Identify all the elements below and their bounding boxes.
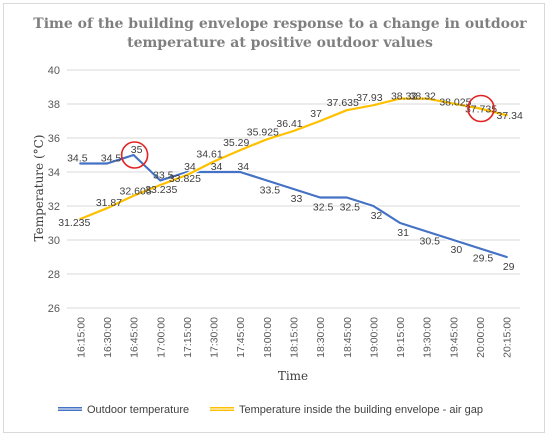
y-axis-ticks: 26 28 30 32 34 36 38 40 (48, 65, 60, 315)
data-label-s0-8: 33 (291, 193, 303, 205)
x-tick-label-6: 17:45:00 (235, 317, 247, 358)
data-label-s1-7: 35.925 (247, 126, 279, 138)
data-label-s1-16: 37.34 (497, 110, 523, 122)
data-label-s1-10: 37.635 (327, 97, 359, 109)
data-label-s0-3: 33.5 (153, 170, 174, 182)
y-axis-title: Temperature (°C) (32, 135, 46, 242)
data-label-s1-5: 34.61 (196, 149, 222, 161)
series-lines (78, 96, 509, 260)
x-tick-label-14: 19:45:00 (448, 317, 460, 358)
data-label-s1-12: 38.32 (391, 91, 417, 103)
y-tick-label-1: 28 (48, 269, 60, 281)
legend-label-1: Temperature inside the building envelope… (239, 404, 483, 416)
y-tick-label-2: 30 (48, 235, 60, 247)
x-tick-label-12: 19:15:00 (395, 317, 407, 358)
x-tick-label-15: 20:00:00 (475, 317, 487, 358)
data-label-s0-9: 32.5 (313, 202, 334, 214)
data-label-s0-14: 30 (451, 244, 463, 256)
y-tick-label-5: 36 (48, 133, 60, 145)
data-label-s1-2: 32.605 (120, 186, 152, 198)
data-label-s1-4: 33.825 (169, 173, 201, 185)
x-tick-label-16: 20:15:00 (502, 317, 514, 358)
x-tick-label-13: 19:30:00 (422, 317, 434, 358)
data-label-s1-8: 36.41 (276, 118, 302, 130)
data-label-s1-14: 38.025 (439, 97, 471, 109)
x-tick-label-8: 18:15:00 (289, 317, 301, 358)
data-label-s0-13: 30.5 (420, 236, 441, 248)
x-axis-title: Time (278, 369, 308, 383)
x-tick-label-9: 18:30:00 (315, 317, 327, 358)
data-label-s1-15: 37.735 (465, 104, 497, 116)
data-label-s0-10: 32.5 (340, 202, 361, 214)
legend: Outdoor temperature Temperature inside th… (58, 404, 483, 416)
data-label-s0-5: 34 (211, 161, 223, 173)
chart-title-line-2: temperature at positive outdoor values (127, 35, 433, 51)
y-tick-label-0: 26 (48, 303, 60, 315)
data-label-s1-6: 35.29 (223, 137, 249, 149)
y-tick-label-3: 32 (48, 201, 60, 213)
x-tick-label-11: 19:00:00 (368, 317, 380, 358)
data-label-s1-3: 33.235 (145, 184, 177, 196)
highlight-circle-0 (120, 141, 149, 169)
legend-label-0: Outdoor temperature (87, 404, 189, 416)
x-tick-label-4: 17:15:00 (182, 317, 194, 358)
x-tick-label-2: 16:45:00 (129, 317, 141, 358)
data-label-s1-0: 31.235 (58, 217, 90, 229)
data-label-s1-11: 37.93 (356, 92, 382, 104)
series-0-line (79, 153, 508, 259)
data-label-s0-7: 33.5 (260, 185, 281, 197)
x-tick-label-10: 18:45:00 (342, 317, 354, 358)
data-label-s0-16: 29 (503, 261, 515, 273)
data-label-s1-13: 38.32 (410, 91, 436, 103)
data-label-s1-1: 31.87 (96, 197, 122, 209)
data-label-s0-4: 34 (184, 161, 196, 173)
x-tick-label-1: 16:30:00 (102, 317, 114, 358)
data-label-s0-1: 34.5 (101, 153, 122, 165)
series-1-line (79, 97, 508, 221)
chart-frame (3, 3, 545, 433)
chart-title-line-1: Time of the building envelope response t… (33, 16, 527, 32)
x-tick-label-0: 16:15:00 (75, 317, 87, 358)
data-label-s0-12: 31 (397, 227, 409, 239)
data-labels: 34.5 34.5 35 33.5 34 34 34 33.5 33 32.5 32.5 32 31 30… (58, 91, 523, 273)
x-tick-label-3: 17:00:00 (155, 317, 167, 358)
y-tick-label-4: 34 (48, 167, 60, 179)
data-label-s0-6: 34 (237, 161, 249, 173)
highlight-circle-1 (467, 94, 495, 123)
data-label-s0-11: 32 (371, 210, 383, 222)
x-tick-label-5: 17:30:00 (209, 317, 221, 358)
data-label-s1-9: 37 (310, 108, 322, 120)
y-tick-label-7: 40 (48, 65, 60, 77)
data-label-s0-2: 35 (131, 144, 143, 156)
y-tick-label-6: 38 (48, 99, 60, 111)
x-axis-ticks: 16:15:00 16:30:00 16:45:00 17:00:00 17:15:00… (75, 317, 513, 358)
highlight-circles (120, 94, 495, 169)
data-label-s0-15: 29.5 (473, 253, 494, 265)
data-label-s0-0: 34.5 (67, 153, 88, 165)
x-tick-label-7: 18:00:00 (262, 317, 274, 358)
